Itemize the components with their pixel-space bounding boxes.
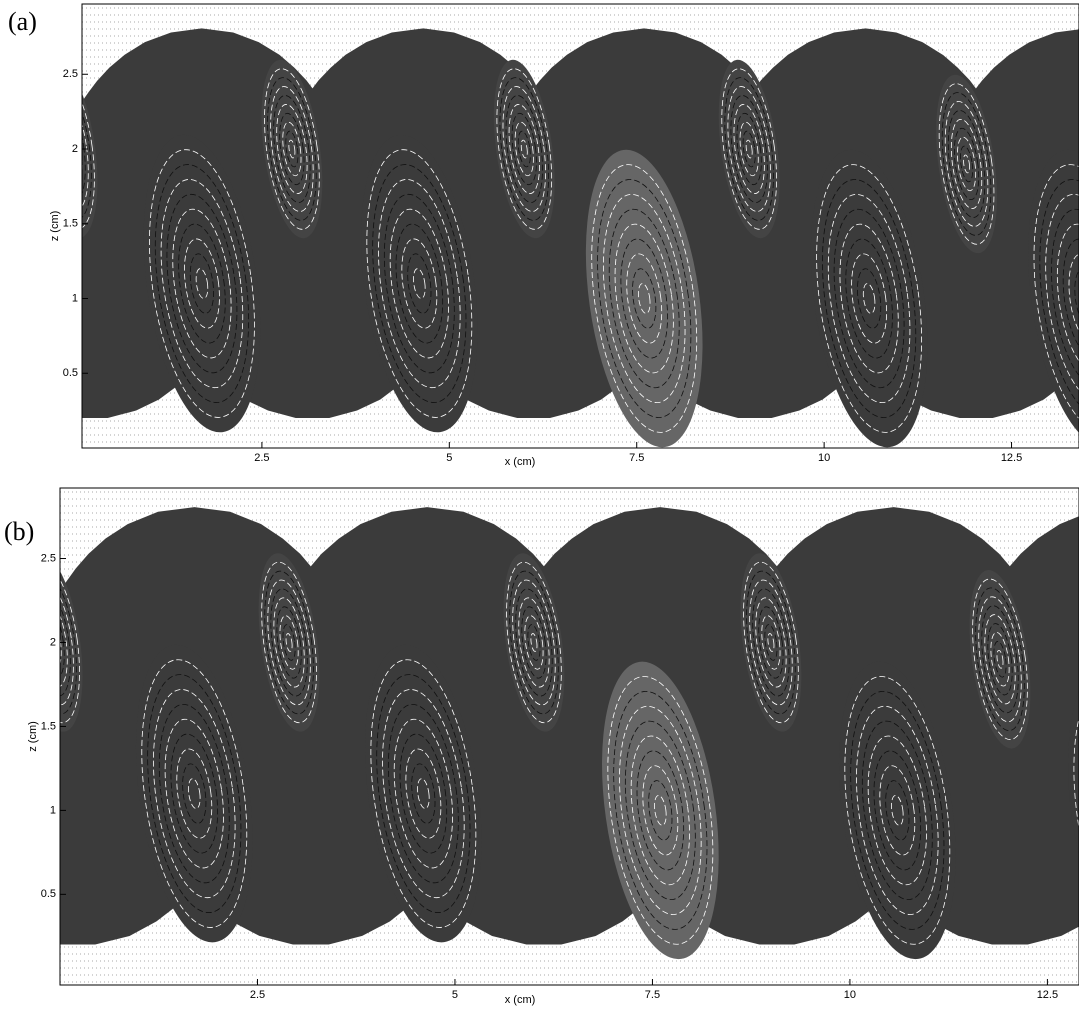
plot-area bbox=[7, 4, 1079, 455]
y-tick-label: 2.5 bbox=[63, 68, 78, 80]
x-axis-label: x (cm) bbox=[505, 994, 536, 1006]
y-axis-label: z (cm) bbox=[27, 721, 39, 752]
figure: 2.557.51012.50.511.522.5x (cm)z (cm)(a)2… bbox=[0, 0, 1079, 1012]
panel-label: (b) bbox=[4, 517, 34, 546]
plot-area bbox=[0, 488, 1079, 985]
panel-label: (a) bbox=[8, 7, 37, 36]
y-tick-label: 1 bbox=[50, 804, 56, 816]
y-tick-label: 0.5 bbox=[41, 888, 56, 900]
x-tick-label: 7.5 bbox=[629, 452, 644, 464]
x-tick-label: 12.5 bbox=[1037, 989, 1058, 1001]
y-tick-label: 2 bbox=[72, 143, 78, 155]
y-tick-label: 1 bbox=[72, 292, 78, 304]
x-tick-label: 2.5 bbox=[250, 989, 265, 1001]
x-tick-label: 5 bbox=[446, 452, 452, 464]
y-tick-label: 1.5 bbox=[63, 218, 78, 230]
y-tick-label: 0.5 bbox=[63, 367, 78, 379]
x-tick-label: 12.5 bbox=[1001, 452, 1022, 464]
x-tick-label: 2.5 bbox=[254, 452, 269, 464]
vortex-line bbox=[47, 102, 87, 195]
x-tick-label: 5 bbox=[452, 989, 458, 1001]
vortex-line bbox=[63, 140, 71, 159]
x-tick-label: 10 bbox=[844, 989, 856, 1001]
x-tick-label: 10 bbox=[818, 452, 830, 464]
y-tick-label: 1.5 bbox=[41, 720, 56, 732]
vortex-line bbox=[51, 112, 83, 186]
y-axis-label: z (cm) bbox=[49, 211, 61, 242]
x-axis-label: x (cm) bbox=[505, 456, 536, 468]
y-tick-label: 2 bbox=[50, 636, 56, 648]
x-tick-label: 7.5 bbox=[645, 989, 660, 1001]
y-tick-label: 2.5 bbox=[41, 552, 56, 564]
